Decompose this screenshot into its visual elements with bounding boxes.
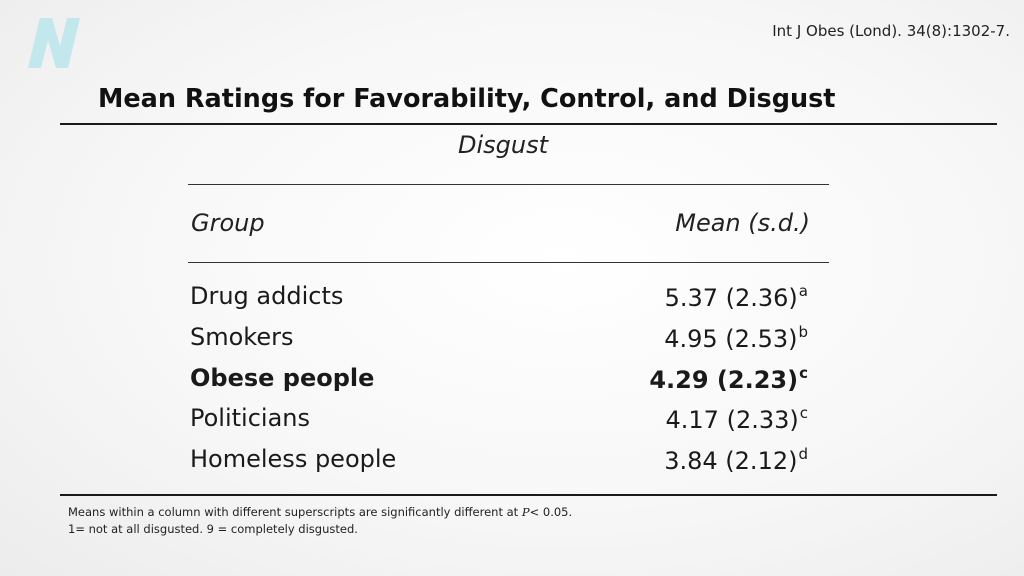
table-row: Homeless people 3.84 (2.12)d [190,445,808,486]
row-mean: 3.84 (2.12)d [664,445,808,476]
row-superscript: a [798,282,808,300]
row-mean: 4.95 (2.53)b [664,322,808,353]
header-top-rule [188,184,829,185]
row-mean: 5.37 (2.36)a [664,282,808,312]
row-mean: 4.17 (2.33)c [665,404,808,435]
table-title: Mean Ratings for Favorability, Control, … [98,84,836,114]
row-superscript: c [799,404,808,423]
table-row: Smokers 4.95 (2.53)b [190,323,808,364]
table-row: Politicians 4.17 (2.33)c [190,404,808,445]
table-row: Obese people 4.29 (2.23)c [190,364,808,405]
row-superscript: c [799,363,808,382]
row-mean: 4.29 (2.23)c [649,363,808,394]
nutritionfacts-logo-icon [28,18,80,68]
row-group: Obese people [190,363,375,392]
row-superscript: d [798,445,808,464]
footnote-scale: 1= not at all disgusted. 9 = completely … [68,522,358,536]
row-superscript: b [798,322,808,341]
header-bottom-rule [188,262,829,263]
column-header-group: Group [191,209,265,237]
row-group: Homeless people [190,445,397,474]
bottom-rule [60,494,997,496]
table-row: Drug addicts 5.37 (2.36)a [190,282,808,323]
table-body: Drug addicts 5.37 (2.36)a Smokers 4.95 (… [190,282,808,486]
column-header-mean: Mean (s.d.) [675,209,810,237]
top-rule [60,123,997,125]
footnote-significance: Means within a column with different sup… [68,505,573,519]
row-group: Smokers [190,322,294,351]
citation-text: Int J Obes (Lond). 34(8):1302-7. [772,22,1010,40]
section-label: Disgust [458,131,549,159]
row-group: Politicians [190,404,310,433]
row-group: Drug addicts [190,282,344,310]
